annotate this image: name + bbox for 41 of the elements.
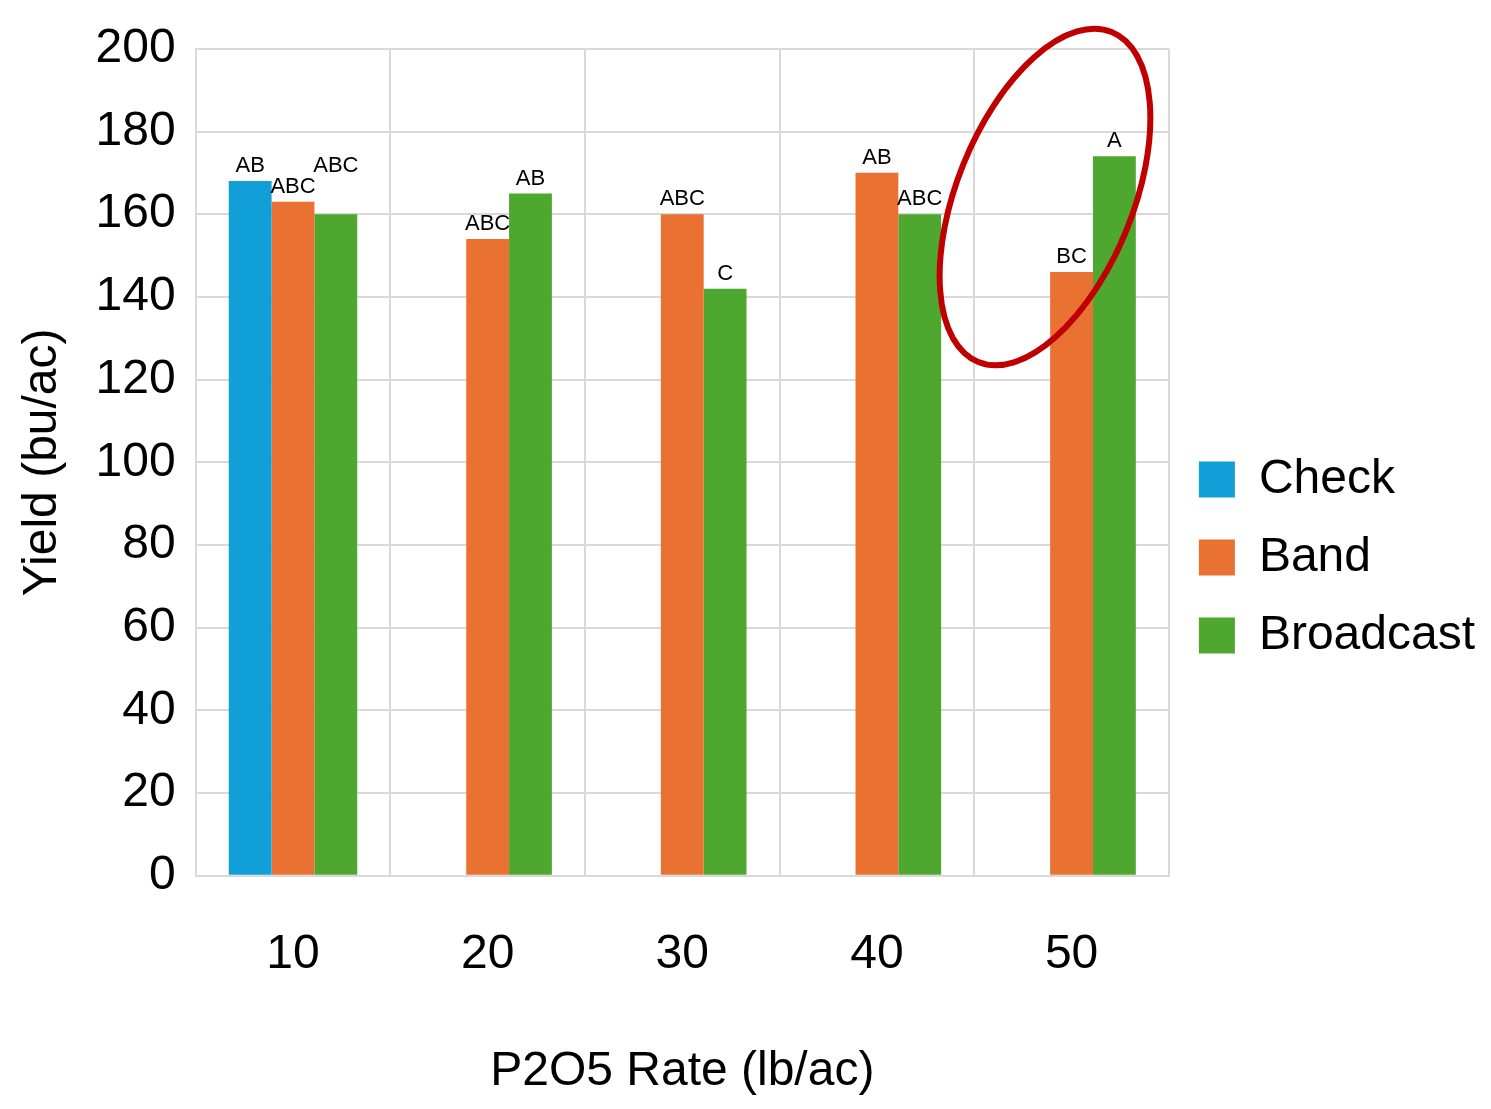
y-tick-label: 200: [95, 19, 176, 73]
data-label: AB: [862, 143, 892, 169]
data-label: AB: [515, 164, 546, 190]
bar: [509, 193, 552, 875]
y-tick-label: 160: [95, 184, 176, 238]
data-label: AB: [235, 152, 265, 178]
bar: [703, 288, 747, 875]
y-tick-label: 140: [95, 267, 176, 321]
y-tick-label: 120: [95, 349, 176, 403]
x-tick-label: 10: [266, 924, 320, 978]
bar: [855, 172, 899, 875]
data-label: ABC: [465, 210, 511, 236]
data-label: BC: [1056, 243, 1087, 269]
bar: [1050, 272, 1093, 875]
bar: [898, 214, 942, 875]
y-axis-title: Yield (bu/ac): [13, 328, 67, 597]
x-tick-label: 20: [460, 924, 515, 978]
y-tick-label: 40: [122, 680, 176, 734]
y-tick-label: 100: [95, 432, 176, 486]
x-tick-label: 40: [850, 924, 904, 978]
y-tick-label: 20: [122, 763, 176, 817]
x-tick-label: 30: [655, 924, 709, 978]
legend-label: Broadcast: [1258, 605, 1476, 659]
data-label: ABC: [313, 151, 359, 177]
legend-label: Check: [1258, 449, 1396, 503]
bar: [314, 214, 358, 875]
y-tick-label: 0: [148, 846, 176, 900]
bar: [228, 181, 272, 875]
x-tick-label: 50: [1044, 924, 1099, 978]
bar: [1092, 156, 1136, 875]
bar: [660, 214, 704, 875]
y-tick-label: 180: [95, 101, 176, 155]
data-label: C: [717, 259, 734, 285]
bar: [271, 201, 315, 875]
bar: [466, 239, 510, 875]
legend-label: Band: [1258, 527, 1371, 581]
data-label: A: [1107, 127, 1123, 153]
x-axis-title: P2O5 Rate (lb/ac): [490, 1042, 875, 1096]
data-label: ABC: [659, 185, 706, 211]
y-tick-label: 80: [122, 515, 176, 569]
y-tick-label: 60: [122, 597, 176, 651]
